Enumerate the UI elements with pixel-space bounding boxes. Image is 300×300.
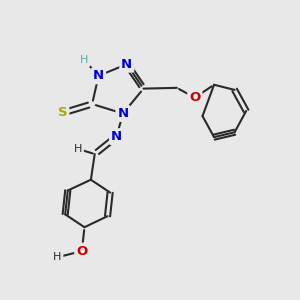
Text: H: H	[53, 252, 62, 262]
Text: N: N	[117, 107, 128, 120]
Text: O: O	[189, 91, 200, 104]
Text: N: N	[111, 130, 122, 143]
Text: O: O	[76, 244, 88, 258]
Text: N: N	[121, 58, 132, 71]
Text: S: S	[58, 106, 68, 119]
Text: H: H	[74, 144, 82, 154]
Text: N: N	[93, 69, 104, 82]
Text: H: H	[80, 56, 88, 65]
